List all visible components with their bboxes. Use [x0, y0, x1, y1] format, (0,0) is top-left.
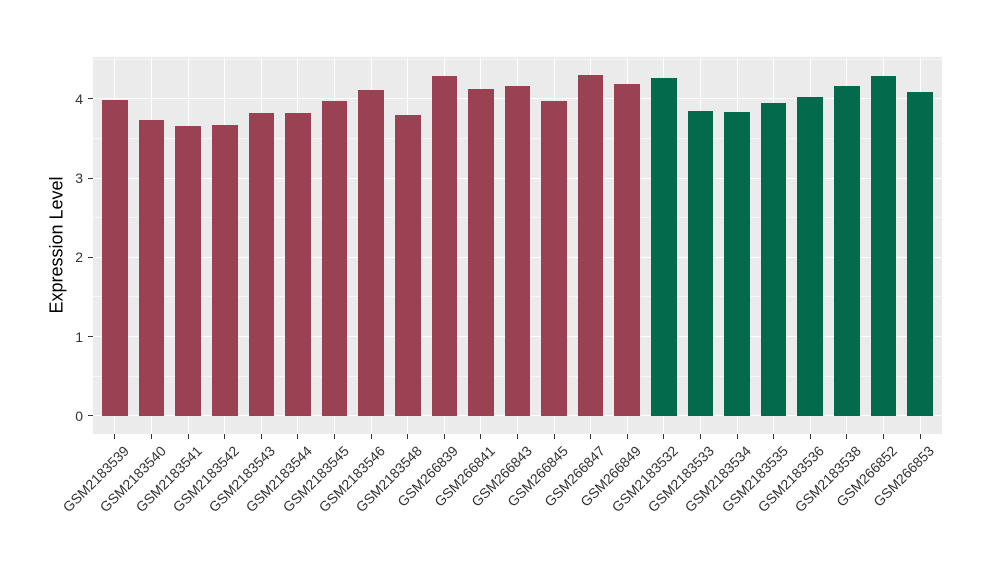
bar — [614, 83, 641, 416]
y-axis-tick-label: 2 — [75, 249, 83, 266]
x-axis-tick — [882, 434, 884, 439]
x-axis-tick — [663, 434, 665, 439]
x-axis-tick — [187, 434, 189, 439]
y-axis-tick-label: 4 — [75, 90, 83, 107]
x-axis-tick — [553, 434, 555, 439]
x-axis-tick — [809, 434, 811, 439]
x-axis-tick — [114, 434, 116, 439]
bar — [102, 99, 128, 416]
bar — [138, 119, 165, 416]
bar — [285, 113, 311, 416]
bar — [651, 77, 677, 416]
x-axis-tick — [846, 434, 848, 439]
x-axis-tick — [334, 434, 336, 439]
x-axis-tick — [919, 434, 921, 439]
bar — [577, 75, 604, 416]
bar — [687, 110, 714, 416]
y-axis-tick — [88, 256, 93, 258]
y-axis-tick-label: 1 — [75, 328, 83, 345]
x-axis-tick — [626, 434, 628, 439]
x-axis-tick — [736, 434, 738, 439]
x-axis-tick — [224, 434, 226, 439]
x-axis-tick — [443, 434, 445, 439]
bar — [248, 113, 275, 416]
bar — [504, 86, 531, 416]
bar — [797, 97, 824, 416]
bar — [834, 86, 860, 416]
bar — [468, 89, 494, 416]
x-axis-tick — [480, 434, 482, 439]
y-axis-tick — [88, 415, 93, 417]
bar — [175, 125, 201, 416]
x-axis-tick — [407, 434, 409, 439]
bar — [870, 76, 897, 416]
y-axis-tick-label: 3 — [75, 170, 83, 187]
x-axis-tick — [517, 434, 518, 439]
y-axis-title: Expression Level — [46, 176, 67, 314]
y-axis-tick — [88, 177, 93, 179]
bar — [321, 100, 348, 416]
x-axis-tick — [773, 434, 775, 439]
bar — [724, 112, 750, 416]
bar — [394, 114, 421, 416]
bar — [211, 125, 238, 416]
bar — [431, 76, 458, 416]
y-axis-tick — [88, 336, 93, 338]
x-axis-tick — [260, 434, 262, 439]
y-axis-tick — [88, 98, 93, 100]
x-axis-tick — [297, 434, 299, 439]
x-axis-tick — [699, 434, 701, 439]
bar — [760, 102, 787, 416]
x-axis-tick — [590, 434, 592, 439]
x-axis-tick — [151, 434, 153, 439]
bar — [907, 91, 933, 416]
x-axis-tick — [370, 434, 372, 439]
y-axis-tick-label: 0 — [75, 407, 83, 424]
bar — [358, 90, 384, 416]
bar — [541, 101, 567, 416]
